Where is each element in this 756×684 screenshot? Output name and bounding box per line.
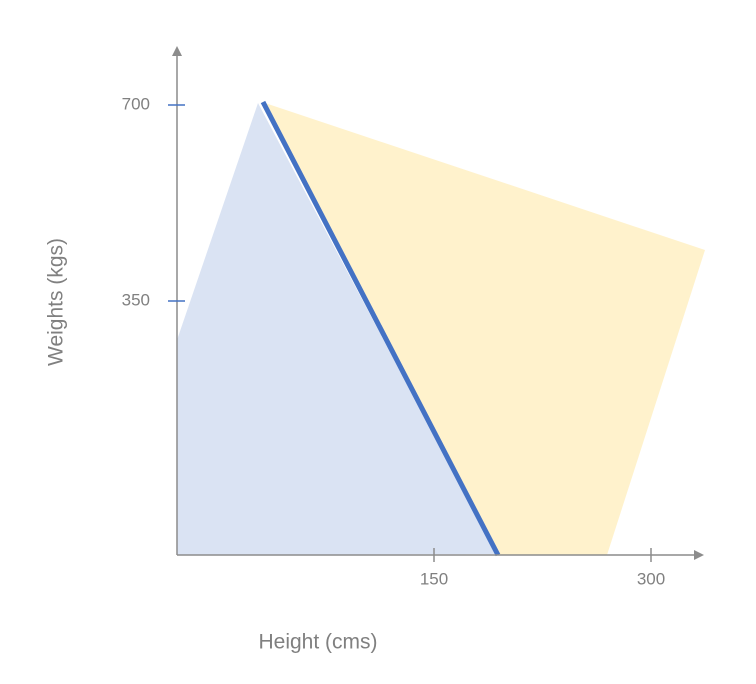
y-axis-title: Weights (kgs) xyxy=(45,238,68,366)
boundary-line xyxy=(260,100,501,557)
yellow-region xyxy=(262,102,705,555)
y-tick-label: 700 xyxy=(122,94,150,113)
x-tick-label: 300 xyxy=(637,569,665,588)
x-tick-label: 150 xyxy=(420,569,448,588)
blue-region xyxy=(177,103,497,555)
x-axis-title: Height (cms) xyxy=(258,631,377,654)
y-tick-label: 350 xyxy=(122,290,150,309)
